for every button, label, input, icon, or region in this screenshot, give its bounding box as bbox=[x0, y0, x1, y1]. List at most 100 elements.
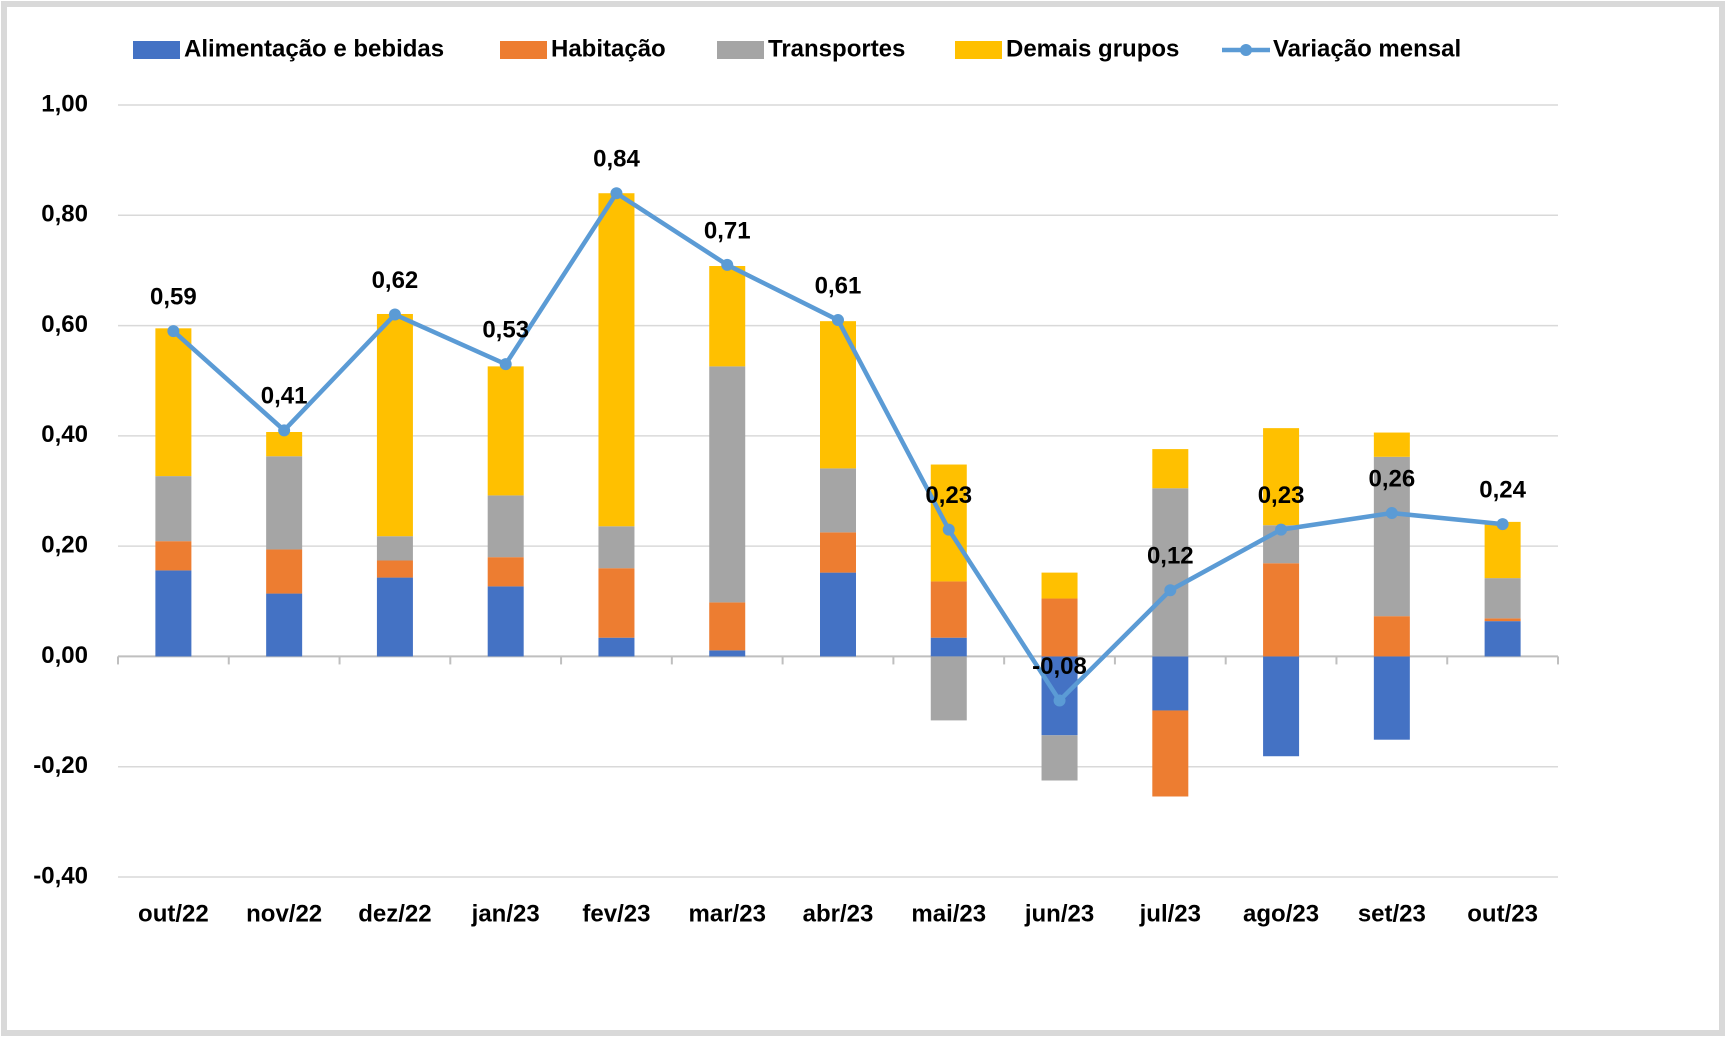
bar-segment bbox=[709, 366, 746, 603]
bar-segment bbox=[709, 602, 746, 651]
y-tick-label: -0,20 bbox=[33, 752, 88, 779]
bar-segment bbox=[155, 541, 192, 571]
y-tick-label: 0,20 bbox=[41, 531, 88, 558]
bar-segment bbox=[1373, 456, 1410, 617]
x-tick-label: mar/23 bbox=[689, 900, 766, 927]
legend-label: Variação mensal bbox=[1273, 35, 1461, 62]
bar-segment bbox=[1152, 656, 1189, 711]
y-tick-label: 0,60 bbox=[41, 311, 88, 338]
data-label: 0,84 bbox=[593, 146, 640, 173]
bar-segment bbox=[266, 456, 303, 550]
data-label: 0,26 bbox=[1368, 465, 1415, 492]
bar-segment bbox=[376, 577, 413, 657]
bar-segment bbox=[487, 586, 524, 657]
x-tick-label: nov/22 bbox=[246, 900, 322, 927]
line-marker bbox=[499, 358, 512, 371]
x-tick-label: fev/23 bbox=[582, 900, 650, 927]
y-tick-label: -0,40 bbox=[33, 862, 88, 889]
bar-segment bbox=[930, 464, 967, 582]
bar-segment bbox=[709, 650, 746, 657]
line-marker bbox=[167, 325, 180, 338]
data-label: 0,23 bbox=[1258, 482, 1305, 509]
x-tick-label: out/22 bbox=[138, 900, 209, 927]
bar-segment bbox=[1152, 710, 1189, 797]
bar-segment bbox=[487, 557, 524, 587]
bar-segment bbox=[930, 581, 967, 638]
legend-label: Demais grupos bbox=[1006, 35, 1179, 62]
legend-swatch bbox=[955, 41, 1002, 59]
legend-label: Transportes bbox=[768, 35, 905, 62]
bar-segment bbox=[598, 568, 635, 638]
y-tick-label: 0,00 bbox=[41, 642, 88, 669]
line-marker bbox=[1164, 584, 1177, 597]
bar-segment bbox=[1373, 432, 1410, 457]
bar-segment bbox=[598, 637, 635, 657]
data-label: 0,59 bbox=[150, 283, 197, 310]
bar-segment bbox=[487, 495, 524, 558]
data-label: 0,53 bbox=[482, 317, 529, 344]
bar-segment bbox=[1041, 572, 1078, 599]
x-tick-label: out/23 bbox=[1467, 900, 1538, 927]
data-label: -0,08 bbox=[1032, 653, 1087, 680]
bar-segment bbox=[820, 468, 856, 533]
line-marker bbox=[721, 258, 734, 271]
line-marker bbox=[1053, 694, 1066, 707]
bar-segment bbox=[1373, 656, 1410, 740]
line-marker bbox=[278, 424, 291, 437]
line-marker bbox=[388, 308, 401, 321]
bar-segment bbox=[820, 532, 856, 573]
data-label: 0,71 bbox=[704, 217, 751, 244]
line-marker bbox=[1496, 518, 1509, 531]
bar-segment bbox=[1263, 563, 1300, 657]
x-tick-label: ago/23 bbox=[1243, 900, 1319, 927]
bar-segment bbox=[1484, 621, 1521, 657]
data-label: 0,61 bbox=[815, 272, 862, 299]
bar-segment bbox=[266, 549, 303, 594]
data-label: 0,23 bbox=[925, 482, 972, 509]
line-marker bbox=[610, 187, 623, 200]
line-marker bbox=[1275, 523, 1288, 536]
line-marker bbox=[942, 523, 955, 536]
y-tick-label: 1,00 bbox=[41, 90, 88, 117]
bar-segment bbox=[1263, 428, 1300, 526]
bar-segment bbox=[1484, 521, 1521, 579]
bar-segment bbox=[709, 266, 746, 367]
data-label: 0,24 bbox=[1479, 476, 1526, 503]
bar-segment bbox=[598, 526, 635, 569]
legend-label: Habitação bbox=[551, 35, 666, 62]
bar-segment bbox=[266, 593, 303, 657]
line-marker bbox=[832, 314, 844, 327]
bar-segment bbox=[376, 560, 413, 578]
legend-swatch bbox=[133, 41, 180, 59]
bar-segment bbox=[376, 536, 413, 561]
legend-swatch bbox=[1240, 44, 1252, 56]
bar-segment bbox=[1152, 488, 1189, 657]
bar-segment bbox=[1263, 656, 1300, 757]
legend-swatch bbox=[717, 41, 764, 59]
bar-segment bbox=[930, 656, 967, 721]
legend-label: Alimentação e bebidas bbox=[184, 35, 444, 62]
y-tick-label: 0,80 bbox=[41, 201, 88, 228]
x-tick-label: abr/23 bbox=[803, 900, 874, 927]
data-label: 0,62 bbox=[372, 267, 419, 294]
bar-segment bbox=[930, 637, 967, 657]
line-marker bbox=[1385, 507, 1398, 520]
bar-segment bbox=[155, 476, 192, 542]
bar-segment bbox=[1484, 618, 1521, 622]
bar-segment bbox=[376, 313, 413, 537]
data-label: 0,12 bbox=[1147, 543, 1194, 570]
legend-swatch bbox=[500, 41, 547, 59]
bar-segment bbox=[155, 328, 192, 477]
x-tick-label: jul/23 bbox=[1139, 900, 1201, 927]
bar-segment bbox=[155, 570, 192, 657]
data-label: 0,41 bbox=[261, 383, 308, 410]
bar-segment bbox=[1152, 449, 1189, 489]
x-tick-label: jun/23 bbox=[1024, 900, 1094, 927]
bar-segment bbox=[1041, 735, 1078, 781]
bar-segment bbox=[820, 572, 856, 657]
bar-segment bbox=[598, 193, 635, 527]
x-tick-label: jan/23 bbox=[471, 900, 540, 927]
x-tick-label: set/23 bbox=[1358, 900, 1426, 927]
x-tick-label: dez/22 bbox=[358, 900, 431, 927]
